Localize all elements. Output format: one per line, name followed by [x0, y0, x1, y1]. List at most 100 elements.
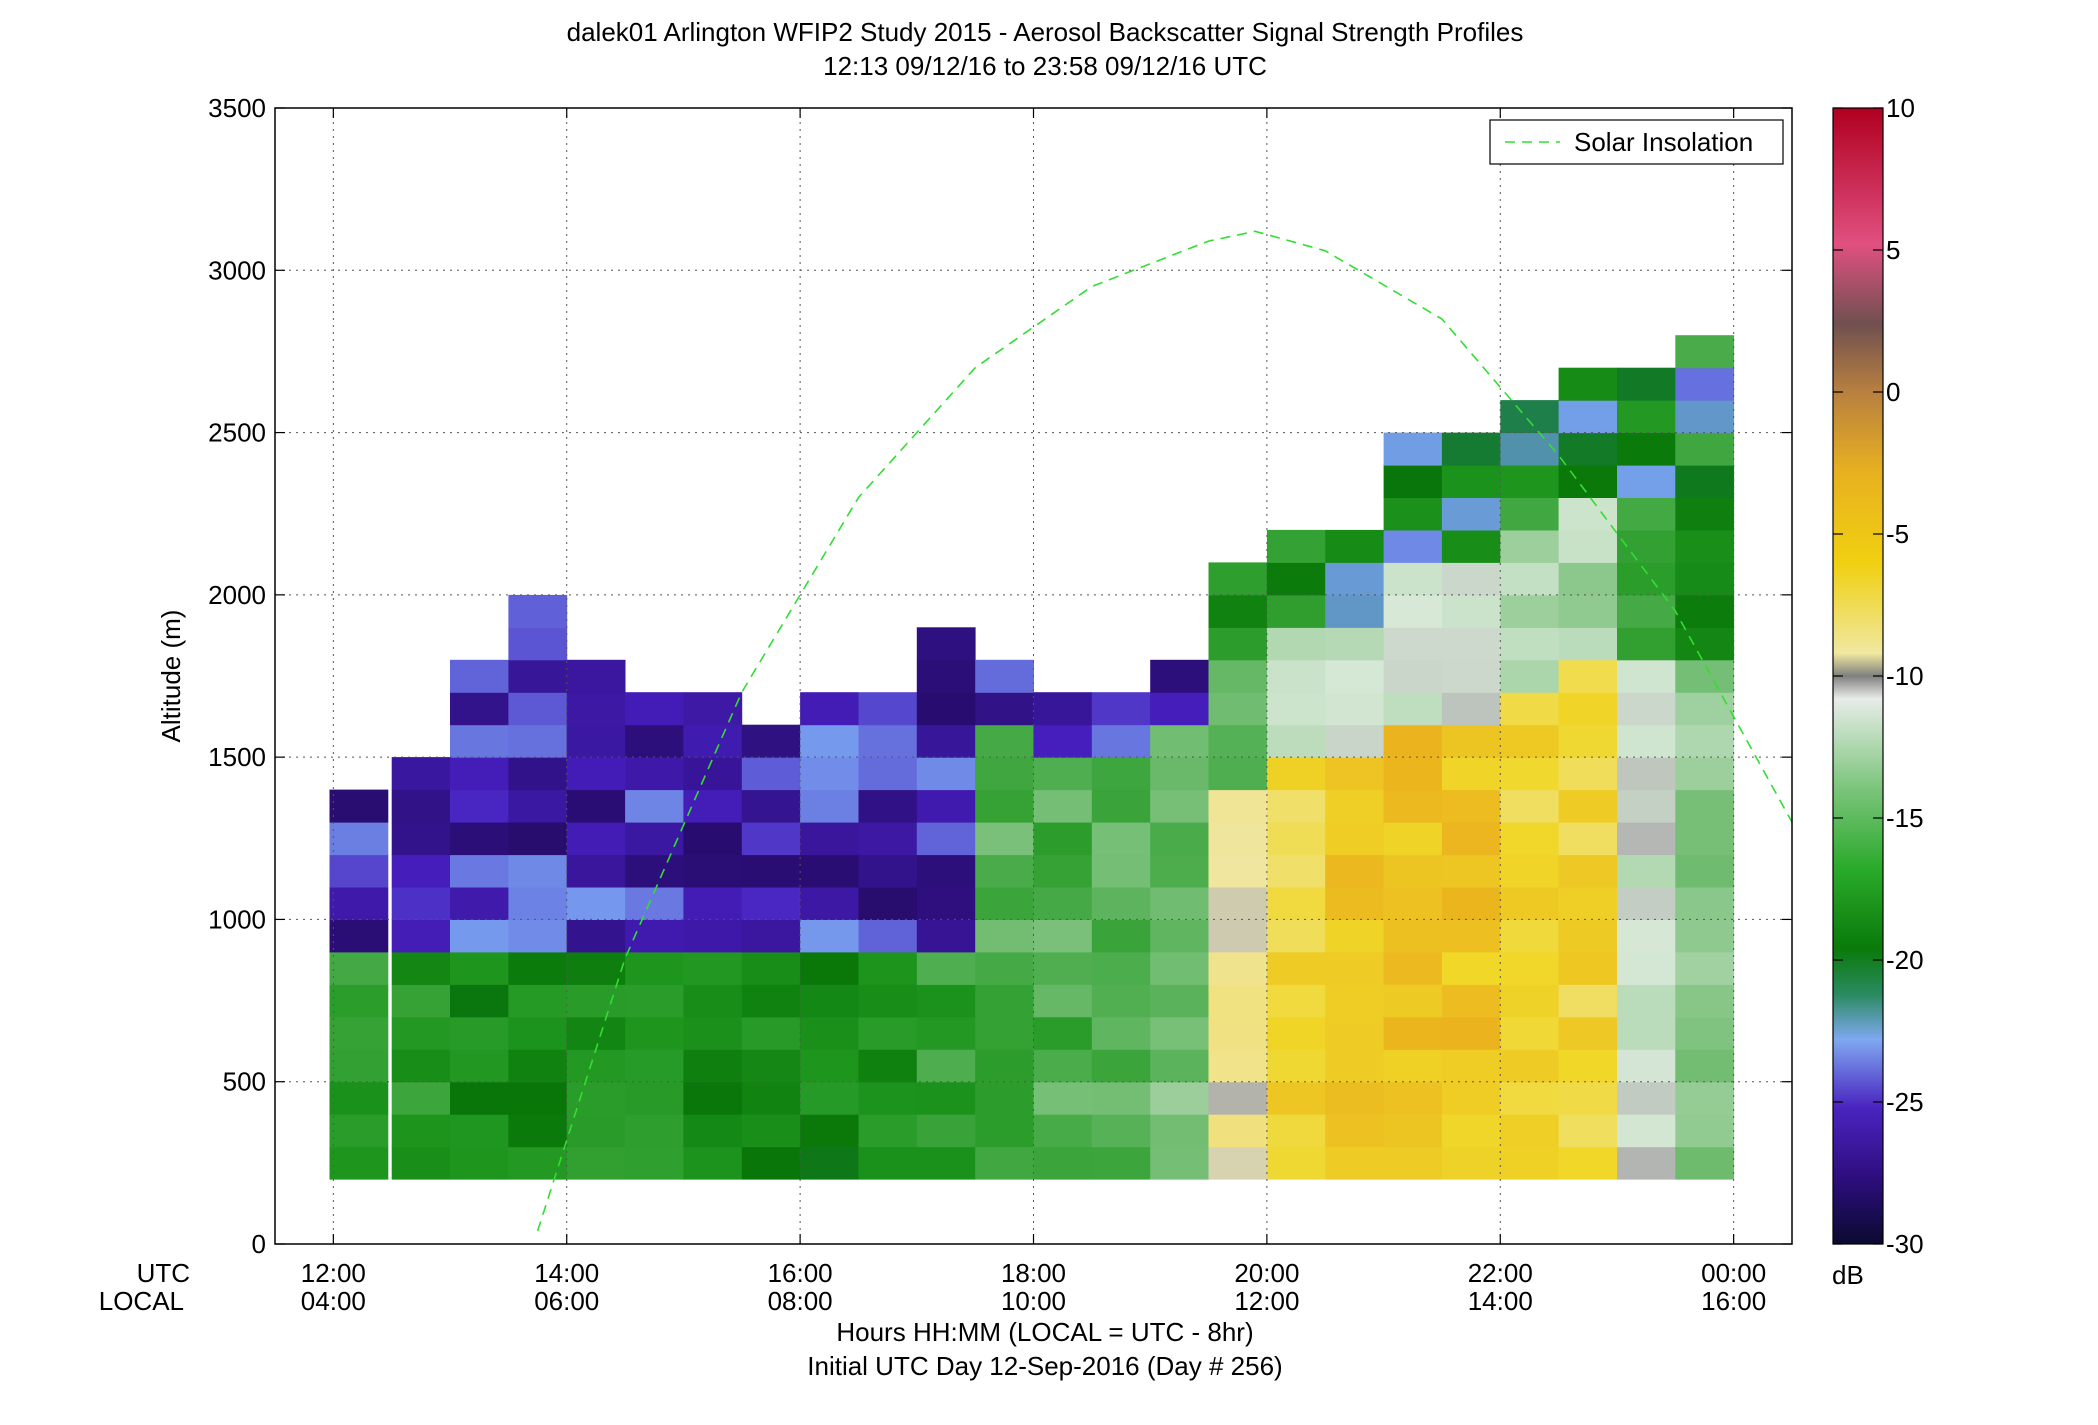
heatmap-cell: [683, 692, 743, 726]
heatmap-cell: [683, 789, 743, 823]
heatmap-cell: [858, 984, 918, 1018]
heatmap-cell: [1441, 789, 1501, 823]
heatmap-cell: [1033, 951, 1093, 985]
heatmap-cell: [1325, 724, 1384, 758]
heatmap-cell: [916, 854, 976, 888]
heatmap-cell: [1383, 1081, 1443, 1115]
heatmap-cell: [508, 789, 568, 823]
heatmap-cell: [741, 1016, 801, 1050]
heatmap-cell: [800, 919, 859, 953]
heatmap-cell: [1266, 1016, 1326, 1050]
heatmap-cell: [329, 1081, 389, 1115]
heatmap-cell: [1617, 854, 1676, 888]
heatmap-cell: [1325, 1016, 1384, 1050]
x-tick-label-local: 06:00: [534, 1286, 599, 1316]
heatmap-cell: [916, 919, 976, 953]
heatmap-cell: [1208, 724, 1268, 758]
heatmap-cell: [566, 659, 626, 693]
heatmap-cell: [566, 854, 626, 888]
heatmap-cell: [1500, 757, 1560, 791]
heatmap-cell: [1383, 529, 1443, 563]
heatmap-cell: [1617, 757, 1676, 791]
heatmap-cell: [1500, 822, 1560, 856]
heatmap-cell: [1675, 692, 1735, 726]
heatmap-cell: [1558, 692, 1618, 726]
heatmap-cell: [1033, 789, 1093, 823]
heatmap-cell: [1208, 984, 1268, 1018]
heatmap-cell: [1441, 1081, 1501, 1115]
heatmap-cell: [975, 919, 1034, 953]
heatmap-cell: [329, 1146, 389, 1180]
heatmap-cell: [1617, 562, 1676, 596]
heatmap-cell: [800, 757, 859, 791]
heatmap-cell: [1266, 757, 1326, 791]
heatmap-cell: [1208, 1114, 1268, 1148]
heatmap-cell: [1617, 594, 1676, 628]
heatmap-cell: [1500, 1081, 1560, 1115]
heatmap-cell: [1325, 692, 1384, 726]
colorbar-ticks: -30 -25 -20 -15 -10 -5 0 5 10: [1833, 93, 1924, 1259]
heatmap-cell: [391, 1146, 451, 1180]
heatmap-cell: [1675, 822, 1735, 856]
heatmap-cell: [566, 822, 626, 856]
heatmap-cell: [1441, 757, 1501, 791]
heatmap-cell: [1383, 627, 1443, 661]
heatmap-cell: [1558, 822, 1618, 856]
heatmap-cell: [1033, 919, 1093, 953]
heatmap-cell: [741, 1081, 801, 1115]
heatmap-cell: [1266, 822, 1326, 856]
y-tick-label: 1500: [208, 742, 266, 772]
heatmap-cell: [1383, 984, 1443, 1018]
heatmap-cell: [1675, 984, 1735, 1018]
heatmap-cell: [916, 659, 976, 693]
heatmap-cell: [1150, 1146, 1209, 1180]
heatmap-cell: [1150, 1081, 1209, 1115]
heatmap-cell: [975, 887, 1034, 920]
heatmap-cell: [1383, 432, 1443, 466]
chart-title-line2: 12:13 09/12/16 to 23:58 09/12/16 UTC: [823, 51, 1267, 81]
heatmap-cell: [1441, 724, 1501, 758]
heatmap-cell: [1675, 465, 1735, 498]
heatmap-cell: [741, 724, 801, 758]
row-label-utc: UTC: [137, 1258, 190, 1288]
heatmap-cell: [625, 984, 684, 1018]
colorbar-tick-label: -15: [1886, 803, 1924, 833]
x-tick-label-utc: 12:00: [301, 1258, 366, 1288]
heatmap-cell: [975, 757, 1034, 791]
heatmap-cell: [391, 757, 451, 791]
heatmap-cell: [329, 984, 389, 1018]
heatmap-cell: [1325, 887, 1384, 920]
heatmap-cell: [975, 854, 1034, 888]
heatmap-cell: [858, 887, 918, 920]
heatmap-cell: [975, 1114, 1034, 1148]
heatmap-cell: [1558, 1049, 1618, 1083]
heatmap-cell: [391, 1016, 451, 1050]
heatmap-cell: [800, 1114, 859, 1148]
heatmap-cell: [329, 854, 389, 888]
heatmap-cell: [975, 951, 1034, 985]
heatmap-cell: [741, 757, 801, 791]
heatmap-cell: [450, 724, 509, 758]
heatmap-cell: [1091, 1016, 1151, 1050]
heatmap-cell: [625, 1081, 684, 1115]
x-tick-label-utc: 18:00: [1001, 1258, 1066, 1288]
heatmap-cell: [329, 951, 389, 985]
heatmap-cell: [1675, 1114, 1735, 1148]
heatmap-cell: [800, 984, 859, 1018]
heatmap-cell: [1091, 789, 1151, 823]
heatmap-cell: [1208, 1081, 1268, 1115]
heatmap-cell: [1033, 984, 1093, 1018]
heatmap-cell: [625, 1049, 684, 1083]
colorbar-tick-label: -10: [1886, 661, 1924, 691]
heatmap-cell: [741, 789, 801, 823]
y-axis-label: Altitude (m): [156, 610, 186, 743]
heatmap-cell: [1150, 757, 1209, 791]
heatmap-cell: [1383, 951, 1443, 985]
heatmap-cell: [858, 951, 918, 985]
colorbar-tick-label: -5: [1886, 519, 1909, 549]
heatmap-cell: [1675, 757, 1735, 791]
heatmap-cell: [508, 887, 568, 920]
heatmap-cell: [1383, 757, 1443, 791]
heatmap-cell: [625, 692, 684, 726]
